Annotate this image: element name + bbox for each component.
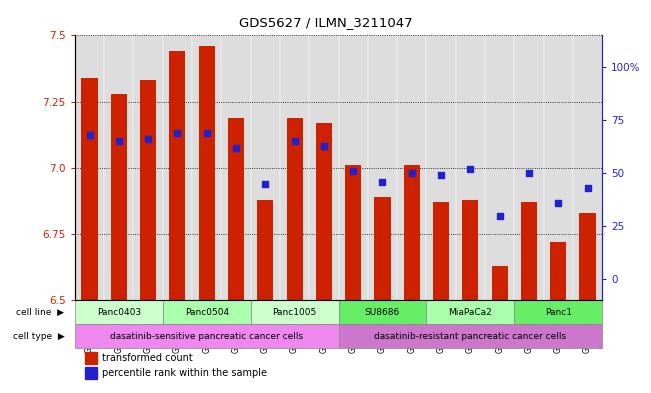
Text: transformed count: transformed count <box>102 353 193 363</box>
Point <box>85 132 95 138</box>
Bar <box>85 367 97 378</box>
Point <box>465 166 476 172</box>
Point <box>231 145 242 151</box>
FancyBboxPatch shape <box>485 35 514 300</box>
Point <box>523 170 534 176</box>
Text: cell line  ▶: cell line ▶ <box>16 308 64 317</box>
Bar <box>345 165 361 300</box>
Bar <box>75 300 163 324</box>
Bar <box>404 165 420 300</box>
FancyBboxPatch shape <box>368 35 397 300</box>
Text: Panc0504: Panc0504 <box>185 308 229 317</box>
Bar <box>521 202 537 300</box>
Text: Panc0403: Panc0403 <box>97 308 141 317</box>
Bar <box>426 300 514 324</box>
Text: Panc1: Panc1 <box>545 308 572 317</box>
Text: GDS5627 / ILMN_3211047: GDS5627 / ILMN_3211047 <box>239 16 412 29</box>
Point <box>143 136 154 142</box>
Bar <box>251 300 339 324</box>
Bar <box>339 300 426 324</box>
Bar <box>286 118 303 300</box>
FancyBboxPatch shape <box>456 35 485 300</box>
FancyBboxPatch shape <box>192 35 221 300</box>
Bar <box>316 123 332 300</box>
Point <box>260 181 271 187</box>
Bar <box>339 324 602 348</box>
FancyBboxPatch shape <box>163 35 192 300</box>
Bar <box>228 118 244 300</box>
Point <box>202 130 212 136</box>
Bar <box>85 353 97 364</box>
FancyBboxPatch shape <box>221 35 251 300</box>
FancyBboxPatch shape <box>514 35 544 300</box>
FancyBboxPatch shape <box>75 35 104 300</box>
Point <box>553 200 564 206</box>
Text: MiaPaCa2: MiaPaCa2 <box>449 308 492 317</box>
Bar <box>550 242 566 300</box>
FancyBboxPatch shape <box>280 35 309 300</box>
FancyBboxPatch shape <box>339 35 368 300</box>
FancyBboxPatch shape <box>544 35 573 300</box>
Bar <box>514 300 602 324</box>
Point <box>378 178 388 185</box>
Point <box>348 168 358 174</box>
Bar <box>111 94 127 300</box>
Text: percentile rank within the sample: percentile rank within the sample <box>102 368 268 378</box>
FancyBboxPatch shape <box>104 35 133 300</box>
FancyBboxPatch shape <box>133 35 163 300</box>
Bar <box>374 197 391 300</box>
Point <box>583 185 593 191</box>
Text: cell type  ▶: cell type ▶ <box>12 332 64 341</box>
FancyBboxPatch shape <box>309 35 339 300</box>
Text: dasatinib-sensitive pancreatic cancer cells: dasatinib-sensitive pancreatic cancer ce… <box>110 332 303 341</box>
Text: dasatinib-resistant pancreatic cancer cells: dasatinib-resistant pancreatic cancer ce… <box>374 332 566 341</box>
Point <box>436 172 447 178</box>
Point <box>289 138 299 145</box>
Bar <box>81 78 98 300</box>
Bar <box>75 324 339 348</box>
Bar <box>462 200 478 300</box>
Bar <box>163 300 251 324</box>
Bar <box>199 46 215 300</box>
FancyBboxPatch shape <box>251 35 280 300</box>
Bar <box>433 202 449 300</box>
Text: Panc1005: Panc1005 <box>273 308 316 317</box>
Text: SU8686: SU8686 <box>365 308 400 317</box>
Bar <box>169 51 186 300</box>
FancyBboxPatch shape <box>397 35 426 300</box>
FancyBboxPatch shape <box>426 35 456 300</box>
Bar <box>492 266 508 300</box>
Bar <box>140 81 156 300</box>
Point <box>114 138 124 145</box>
Point <box>406 170 417 176</box>
Point <box>495 213 505 219</box>
FancyBboxPatch shape <box>573 35 602 300</box>
Bar <box>579 213 596 300</box>
Point <box>319 143 329 149</box>
Bar <box>257 200 273 300</box>
Point <box>173 130 183 136</box>
